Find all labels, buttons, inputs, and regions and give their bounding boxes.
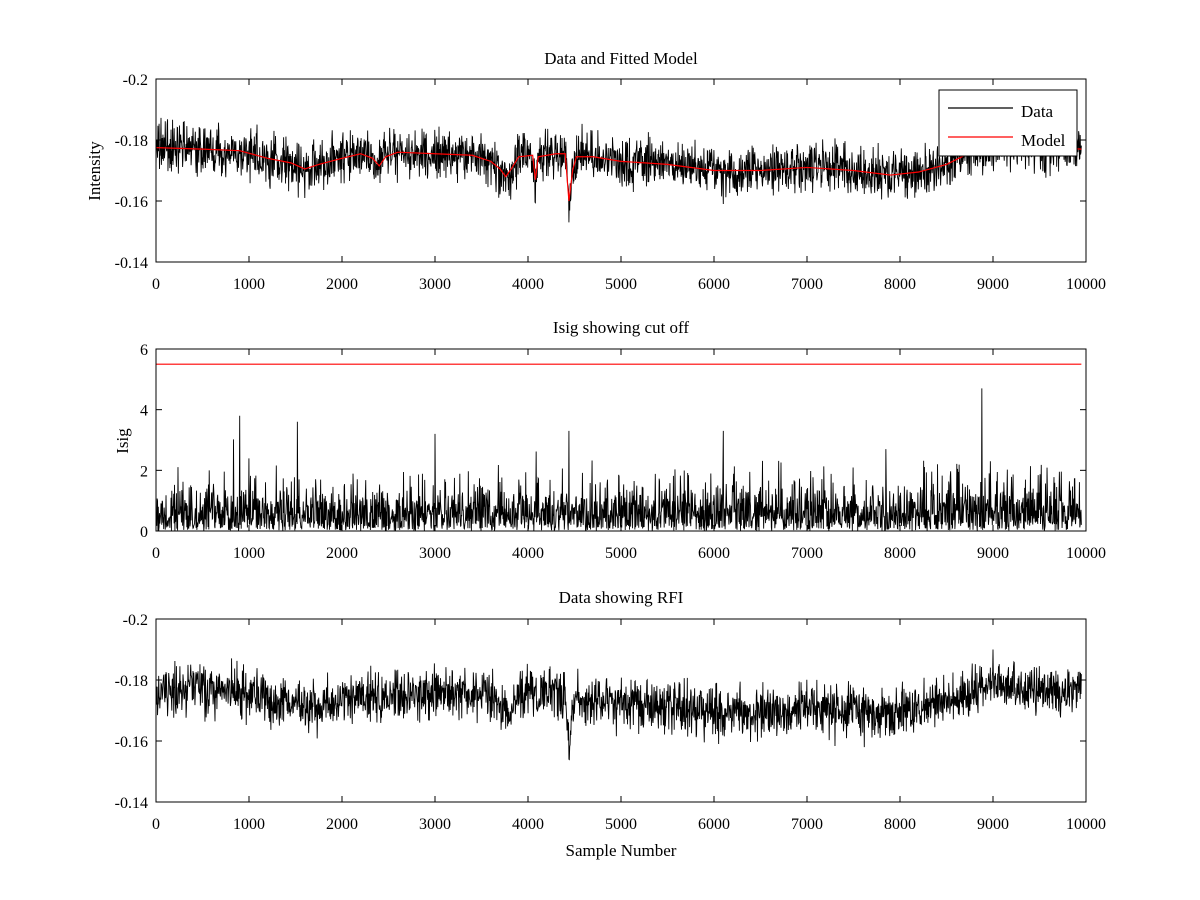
x-tick-label: 8000	[884, 816, 916, 833]
x-tick-label: 7000	[791, 545, 823, 562]
x-tick-label: 2000	[326, 276, 358, 293]
series-model-line	[156, 145, 1082, 202]
series-data-line	[156, 117, 1082, 223]
panel-1-plot-area: 0 1000 2000 3000 4000 5000 6000 7000 8000 9000 100…	[115, 72, 1106, 293]
y-tick-label: 0	[140, 524, 148, 541]
x-tick-label: 4000	[512, 816, 544, 833]
legend-label-model: Model	[1021, 131, 1066, 150]
x-tick-label: 7000	[791, 816, 823, 833]
x-tick-label: 5000	[605, 545, 637, 562]
panel-1-title: Data and Fitted Model	[544, 49, 698, 68]
x-tick-label: 5000	[605, 276, 637, 293]
panel-1-y-ticks: -0.14 -0.16 -0.18 -0.2	[115, 72, 1086, 272]
x-tick-label: 6000	[698, 276, 730, 293]
y-tick-label: -0.18	[115, 673, 148, 690]
panel-3-xlabel: Sample Number	[566, 841, 677, 860]
x-tick-label: 3000	[419, 276, 451, 293]
x-tick-label: 10000	[1066, 545, 1106, 562]
y-tick-label: -0.18	[115, 133, 148, 150]
panel-3-plot-area: 0 1000 2000 3000 4000 5000 6000 7000 8000 9000 100…	[115, 612, 1106, 833]
y-tick-label: -0.16	[115, 194, 148, 211]
y-tick-label: -0.14	[115, 255, 148, 272]
y-tick-label: 4	[140, 403, 148, 420]
y-tick-label: -0.2	[123, 612, 148, 629]
panel-3-title: Data showing RFI	[559, 588, 684, 607]
x-tick-label: 10000	[1066, 816, 1106, 833]
x-tick-label: 3000	[419, 816, 451, 833]
series-data-line	[156, 649, 1082, 761]
x-tick-label: 6000	[698, 816, 730, 833]
panel-3-x-ticks: 0 1000 2000 3000 4000 5000 6000 7000 8000 9000 100…	[152, 619, 1106, 833]
y-tick-label: -0.2	[123, 72, 148, 89]
panel-1-ylabel: Intensity	[85, 141, 104, 201]
x-tick-label: 7000	[791, 276, 823, 293]
panel-2-ylabel: Isig	[113, 428, 132, 454]
x-tick-label: 2000	[326, 545, 358, 562]
panel-1: Data and Fitted Model Intensity 0 1000 200…	[85, 49, 1106, 293]
y-tick-label: -0.14	[115, 795, 148, 812]
x-tick-label: 3000	[419, 545, 451, 562]
y-tick-label: 6	[140, 342, 148, 359]
x-tick-label: 0	[152, 276, 160, 293]
x-tick-label: 9000	[977, 816, 1009, 833]
legend-box	[938, 89, 1078, 157]
panel-3: Data showing RFI 0 1000 2000 3000 4000 5000 60…	[115, 588, 1106, 860]
x-tick-label: 1000	[233, 545, 265, 562]
x-tick-label: 1000	[233, 276, 265, 293]
x-tick-label: 10000	[1066, 276, 1106, 293]
panel-2-title: Isig showing cut off	[553, 318, 689, 337]
x-tick-label: 8000	[884, 545, 916, 562]
panel-2: Isig showing cut off Isig 0 1000 2000 3000 4…	[113, 318, 1106, 562]
panel-2-x-ticks: 0 1000 2000 3000 4000 5000 6000 7000 8000 9000 100…	[152, 349, 1106, 562]
x-tick-label: 4000	[512, 545, 544, 562]
panel-2-y-ticks: 0 2 4 6	[140, 342, 1086, 541]
x-tick-label: 9000	[977, 276, 1009, 293]
x-tick-label: 2000	[326, 816, 358, 833]
panel-3-y-ticks: -0.14 -0.16 -0.18 -0.2	[115, 612, 1086, 812]
panel-2-plot-area: 0 1000 2000 3000 4000 5000 6000 7000 8000 9000 100…	[140, 342, 1106, 562]
x-tick-label: 5000	[605, 816, 637, 833]
x-tick-label: 0	[152, 545, 160, 562]
y-tick-label: 2	[140, 463, 148, 480]
x-tick-label: 6000	[698, 545, 730, 562]
x-tick-label: 8000	[884, 276, 916, 293]
legend-label-data: Data	[1021, 102, 1054, 121]
panel-1-x-ticks: 0 1000 2000 3000 4000 5000 6000 7000 8000 9000 100…	[152, 79, 1106, 293]
y-tick-label: -0.16	[115, 734, 148, 751]
x-tick-label: 4000	[512, 276, 544, 293]
panel-1-series	[156, 117, 1082, 223]
panel-3-series	[156, 649, 1082, 761]
x-tick-label: 1000	[233, 816, 265, 833]
panel-1-legend: Data Model	[938, 89, 1078, 157]
x-tick-label: 0	[152, 816, 160, 833]
x-tick-label: 9000	[977, 545, 1009, 562]
